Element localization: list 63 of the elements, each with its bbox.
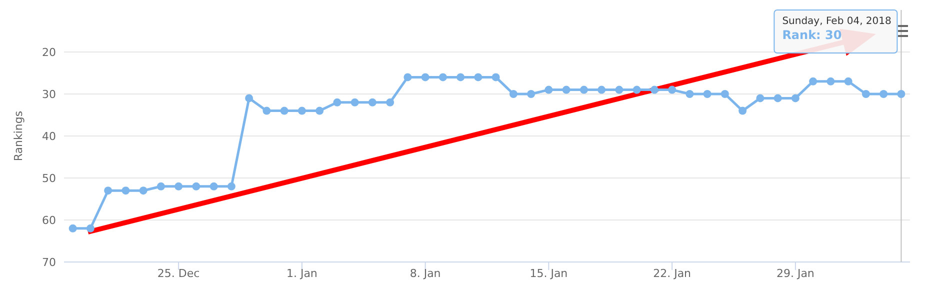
point	[809, 77, 818, 86]
x-tick-label: 29. Jan	[776, 267, 814, 280]
y-tick-label: 70	[42, 256, 56, 269]
y-tick-label: 40	[42, 130, 56, 143]
point	[86, 224, 94, 232]
point	[421, 73, 430, 82]
point	[404, 73, 412, 82]
point	[862, 90, 870, 98]
point	[774, 94, 782, 102]
point	[262, 106, 271, 115]
point	[68, 224, 77, 232]
point	[227, 182, 236, 190]
point	[527, 90, 536, 98]
y-axis-title: Rankings	[12, 110, 25, 162]
point	[316, 106, 324, 115]
y-tick-label: 30	[42, 88, 56, 101]
point	[174, 182, 183, 190]
point	[897, 90, 906, 98]
point	[456, 73, 465, 82]
point	[280, 106, 288, 115]
point	[650, 86, 658, 94]
point	[880, 90, 888, 98]
y-tick-label: 60	[42, 214, 56, 227]
y-tick-label: 20	[42, 46, 56, 59]
point	[245, 94, 254, 102]
point	[386, 98, 394, 106]
point	[298, 106, 306, 115]
point	[826, 77, 835, 86]
point	[368, 98, 376, 106]
point	[509, 90, 518, 98]
x-tick-label: 1. Jan	[286, 267, 318, 280]
point	[104, 186, 112, 195]
point	[156, 182, 165, 190]
y-tick-label: 50	[42, 172, 56, 185]
point	[492, 73, 500, 82]
point	[720, 90, 729, 98]
point	[438, 73, 447, 82]
point	[544, 86, 553, 94]
point	[580, 86, 588, 94]
annotation: Sunday, Feb 04, 2018	[782, 16, 892, 27]
point	[333, 98, 342, 106]
point	[122, 186, 130, 195]
point	[844, 77, 852, 86]
x-tick-label: 22. Jan	[653, 267, 692, 280]
point	[350, 98, 359, 106]
point	[686, 90, 694, 98]
point	[210, 182, 218, 190]
point	[668, 86, 676, 94]
point	[598, 86, 606, 94]
x-tick-label: 25. Dec	[157, 267, 200, 280]
point	[139, 186, 148, 195]
point	[615, 86, 624, 94]
x-tick-label: 15. Jan	[530, 267, 568, 280]
point	[756, 94, 764, 102]
point	[474, 73, 482, 82]
point	[192, 182, 200, 190]
annotation: Rank: 30	[782, 28, 842, 42]
point	[632, 86, 641, 94]
point	[562, 86, 570, 94]
point	[738, 106, 747, 115]
x-tick-label: 8. Jan	[410, 267, 441, 280]
point	[791, 94, 800, 102]
point	[703, 90, 712, 98]
